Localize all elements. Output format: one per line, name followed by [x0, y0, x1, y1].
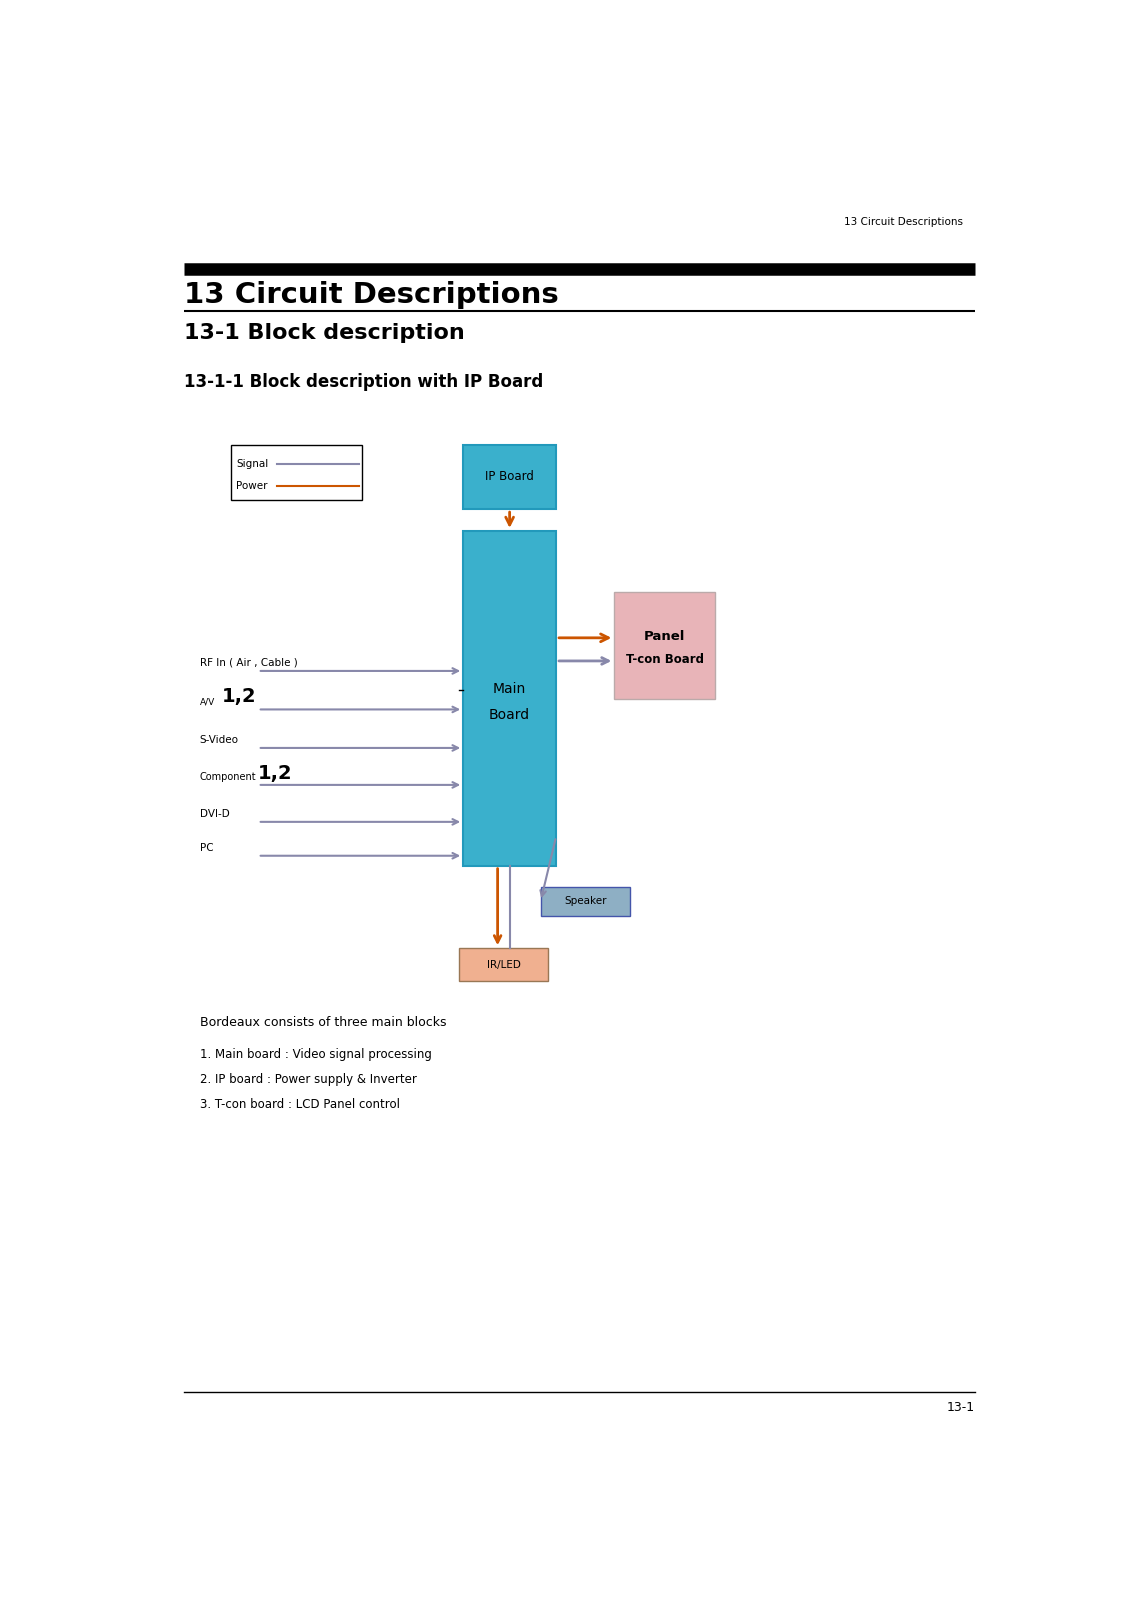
- Bar: [615, 592, 715, 699]
- Text: IR/LED: IR/LED: [487, 960, 521, 970]
- Text: 13 Circuit Descriptions: 13 Circuit Descriptions: [844, 216, 963, 227]
- Text: Main: Main: [494, 682, 526, 696]
- Text: Speaker: Speaker: [564, 896, 607, 906]
- Text: 13-1: 13-1: [946, 1402, 975, 1414]
- Text: 1. Main board : Video signal processing: 1. Main board : Video signal processing: [199, 1048, 431, 1061]
- Text: 3. T-con board : LCD Panel control: 3. T-con board : LCD Panel control: [199, 1098, 400, 1110]
- Bar: [463, 445, 556, 509]
- Text: Panel: Panel: [644, 630, 685, 643]
- Text: IP Board: IP Board: [486, 470, 534, 483]
- Text: 1,2: 1,2: [222, 688, 256, 706]
- Text: 2. IP board : Power supply & Inverter: 2. IP board : Power supply & Inverter: [199, 1074, 417, 1086]
- Text: T-con Board: T-con Board: [626, 653, 704, 666]
- Text: A/V: A/V: [199, 698, 215, 706]
- Text: Signal: Signal: [237, 459, 268, 469]
- Text: Power: Power: [237, 482, 267, 491]
- Text: 13-1 Block description: 13-1 Block description: [185, 323, 465, 342]
- Text: 1,2: 1,2: [258, 765, 292, 784]
- Bar: [463, 531, 556, 866]
- Bar: [231, 445, 362, 499]
- Bar: [541, 886, 629, 915]
- Text: S-Video: S-Video: [199, 734, 239, 746]
- Text: Component: Component: [199, 771, 256, 782]
- Text: Bordeaux consists of three main blocks: Bordeaux consists of three main blocks: [199, 1016, 446, 1029]
- Bar: [460, 949, 548, 981]
- Text: DVI-D: DVI-D: [199, 808, 230, 819]
- Text: 13-1-1 Block description with IP Board: 13-1-1 Block description with IP Board: [185, 373, 543, 390]
- Text: RF In ( Air , Cable ): RF In ( Air , Cable ): [199, 658, 298, 667]
- Text: 13 Circuit Descriptions: 13 Circuit Descriptions: [185, 280, 559, 309]
- Text: PC: PC: [199, 843, 213, 853]
- Text: Board: Board: [489, 709, 530, 722]
